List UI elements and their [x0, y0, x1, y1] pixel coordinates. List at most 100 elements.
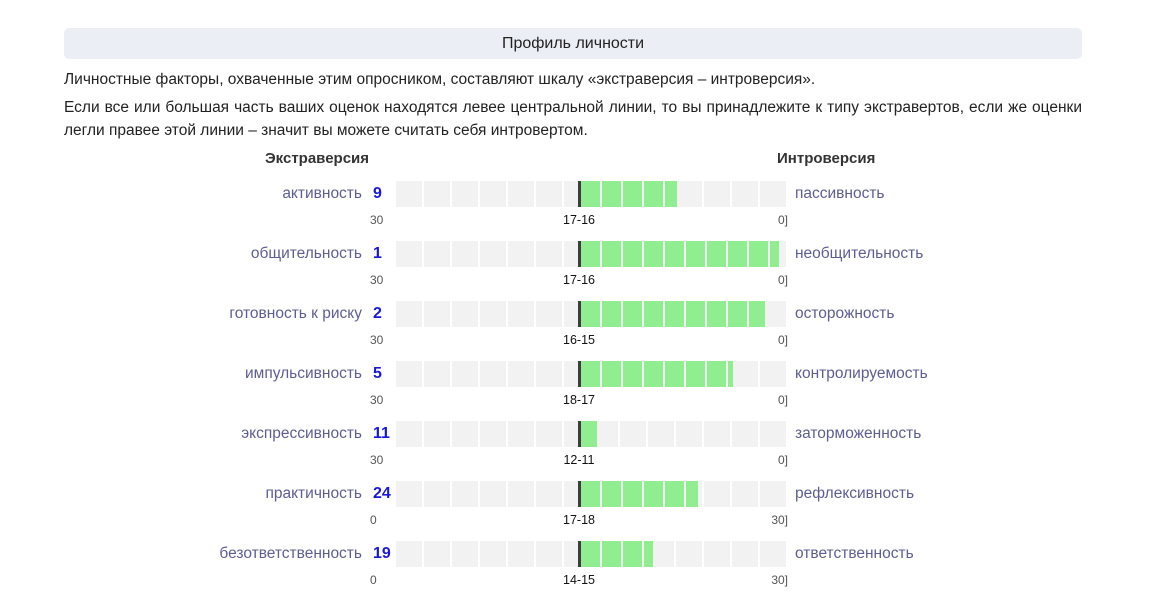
scale-cell	[536, 361, 562, 387]
score-fill-segment	[644, 361, 663, 387]
intro-paragraph-2: Если все или большая часть ваших оценок …	[64, 99, 1082, 139]
profile-title: Профиль личности	[501, 34, 645, 52]
scale-cell	[424, 241, 450, 267]
scale-left-tick: 0	[370, 513, 377, 527]
scale-cell	[508, 541, 534, 567]
scale-cell	[760, 421, 786, 447]
score-fill-segment	[686, 241, 705, 267]
score-fill-segment	[707, 301, 726, 327]
score-value: 9	[373, 185, 382, 202]
scale-cell	[676, 541, 702, 567]
score-fill-segment	[665, 241, 684, 267]
score-fill-segment	[644, 541, 654, 567]
score-fill-segment	[602, 241, 621, 267]
intro-paragraph-1: Личностные факторы, охваченные этим опро…	[64, 71, 816, 88]
score-fill-segment	[623, 361, 642, 387]
scale-bar	[368, 481, 788, 507]
scale-cell	[396, 481, 422, 507]
scale-cell	[732, 361, 758, 387]
scale-row: общительность 1 необщительность 30 17-16 0]	[0, 241, 1149, 301]
scale-cell	[424, 481, 450, 507]
scale-cell	[396, 361, 422, 387]
scale-cell	[508, 241, 534, 267]
left-trait-label: общительность	[250, 245, 362, 262]
score-fill-segment	[665, 181, 677, 207]
score-fill-segment	[644, 481, 663, 507]
left-trait-label: практичность	[265, 485, 362, 502]
score-fill-segment	[581, 361, 600, 387]
scale-cell	[508, 421, 534, 447]
scale-center-tick: 17-16	[563, 213, 595, 227]
scale-left-tick: 30	[370, 333, 384, 347]
score-fill-segment	[665, 361, 684, 387]
score-fill-segment	[686, 301, 705, 327]
right-trait-label: заторможенность	[795, 425, 922, 442]
score-fill-segment	[644, 241, 663, 267]
scale-cell	[396, 181, 422, 207]
scale-cell	[452, 361, 478, 387]
scale-center-tick: 18-17	[563, 393, 595, 407]
scale-left-tick: 30	[370, 273, 384, 287]
scale-cell	[452, 541, 478, 567]
scale-right-tick: 0]	[777, 273, 788, 287]
scale-bar	[368, 361, 788, 387]
scale-left-tick: 30	[370, 213, 384, 227]
scale-cell	[452, 241, 478, 267]
scale-row: безответственность 19 ответственность 0 14-1…	[0, 541, 1149, 601]
right-trait-label: пассивность	[795, 185, 885, 202]
scale-cell	[508, 181, 534, 207]
scale-center-tick: 12-11	[563, 453, 595, 467]
scale-cell	[424, 181, 450, 207]
scale-bar	[368, 301, 788, 327]
center-line	[578, 241, 581, 267]
center-line	[578, 361, 581, 387]
right-trait-label: рефлексивность	[795, 485, 915, 502]
scale-cell	[508, 361, 534, 387]
scale-cell	[396, 421, 422, 447]
score-fill-segment	[728, 361, 733, 387]
score-fill-segment	[644, 301, 663, 327]
score-fill-segment	[644, 181, 663, 207]
right-trait-label: необщительность	[795, 245, 924, 262]
score-fill-segment	[728, 241, 747, 267]
scale-cell	[480, 541, 506, 567]
score-value: 24	[373, 485, 391, 502]
score-fill-segment	[686, 481, 698, 507]
score-fill-segment	[728, 301, 747, 327]
scale-cell	[620, 421, 646, 447]
score-fill-segment	[707, 361, 726, 387]
introversion-heading: Интроверсия	[777, 150, 876, 167]
scale-cell	[480, 181, 506, 207]
scale-cell	[732, 481, 758, 507]
scale-cell	[760, 361, 786, 387]
scale-cell	[396, 541, 422, 567]
score-value: 2	[373, 305, 382, 322]
scale-right-tick: 0]	[777, 213, 788, 227]
score-fill-segment	[581, 181, 600, 207]
scale-cell	[480, 481, 506, 507]
scale-right-tick: 0]	[777, 393, 788, 407]
scale-right-tick: 30]	[771, 573, 788, 587]
center-line	[578, 481, 581, 507]
scale-cell	[676, 181, 702, 207]
scale-left-tick: 30	[370, 393, 384, 407]
score-fill-segment	[623, 181, 642, 207]
scale-cell	[704, 481, 730, 507]
score-value: 1	[373, 245, 382, 262]
right-trait-label: осторожность	[795, 305, 895, 322]
scale-cell	[732, 541, 758, 567]
score-fill-segment	[623, 481, 642, 507]
scale-cell	[536, 301, 562, 327]
score-fill-segment	[602, 541, 621, 567]
score-value: 11	[373, 425, 390, 442]
score-fill-segment	[623, 301, 642, 327]
scale-cell	[452, 181, 478, 207]
score-fill-segment	[623, 241, 642, 267]
score-fill-segment	[665, 481, 684, 507]
score-fill-segment	[602, 301, 621, 327]
scale-left-tick: 0	[370, 573, 377, 587]
center-line	[578, 181, 581, 207]
center-line	[578, 541, 581, 567]
score-fill-segment	[707, 241, 726, 267]
scale-cell	[452, 421, 478, 447]
